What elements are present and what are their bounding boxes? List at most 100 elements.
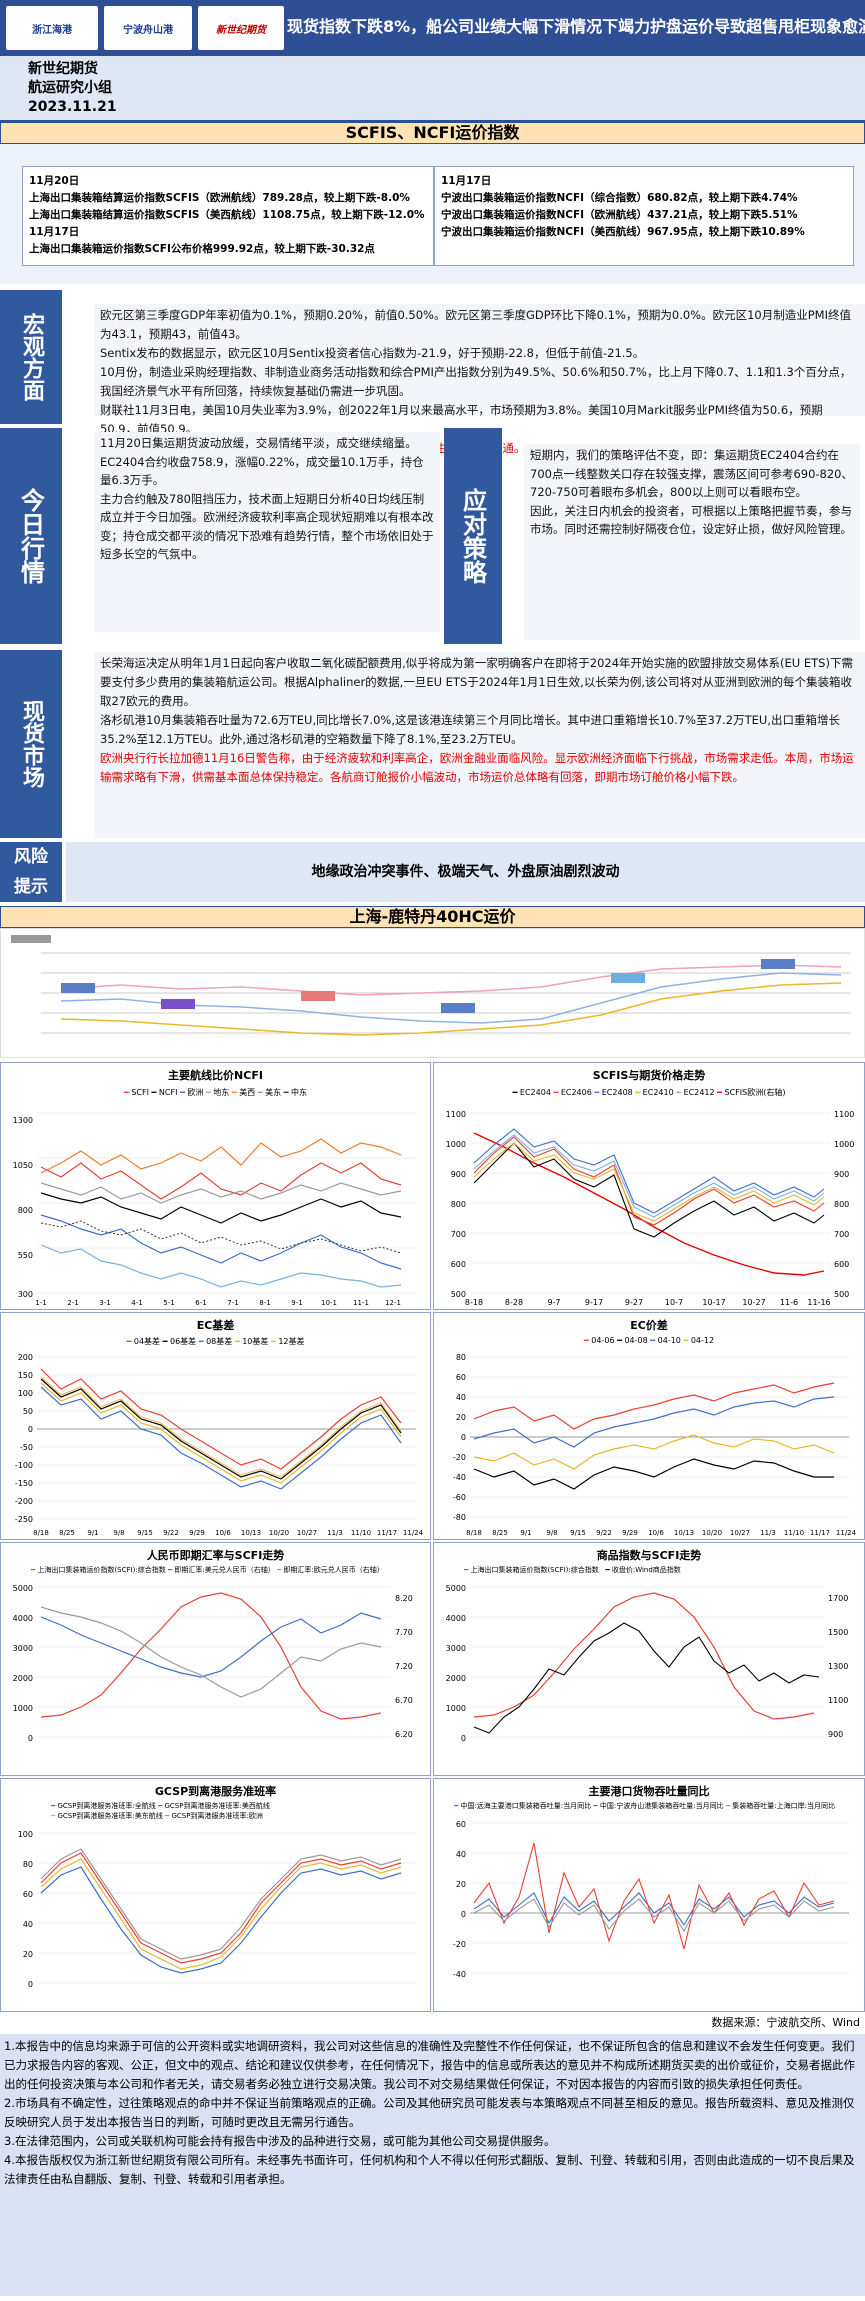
freight-snapshot [0,928,865,1058]
x-tick: 9-27 [625,1298,643,1307]
disclaimer-para: 4.本报告版权仅为浙江新世纪期货有限公司所有。未经事先书面许可，任何机构和个人不… [4,2153,855,2186]
section-index-title: SCFIS、NCFI运价指数 [0,122,865,144]
y2-tick: 600 [834,1260,849,1269]
y-tick: 80 [456,1353,466,1362]
chart-title: 主要港口货物吞吐量同比 [588,1785,710,1798]
freight-snapshot-chart [11,935,851,1036]
today-para: 11月20日集运期货波动放缓，交易情绪平淡，成交继续缩量。EC2404合约收盘7… [100,436,424,487]
legend-item: 中国:宁波舟山港集装箱吞吐量:当月同比 [599,1802,724,1810]
report-date: 2023.11.21 [28,99,117,115]
y-tick: 2000 [446,1674,466,1683]
chart-title: 主要航线比价NCFI [168,1069,263,1082]
legend-item: GCSP到离港服务准班率:全航线 [57,1802,156,1810]
legend-item: SCFI [131,1088,149,1097]
risk-text: 地缘政治冲突事件、极端天气、外盘原油剧烈波动 [66,842,865,902]
chart-rmb-scfi: 人民币即期汇率与SCFI走势 ━ 上海出口集装箱运价指数(SCFI):综合指数 … [0,1542,431,1776]
y-tick: -250 [15,1515,33,1524]
legend-item: NCFI [158,1088,178,1097]
y-tick: 3000 [13,1644,33,1653]
ncfi-box: 11月17日 宁波出口集装箱运价指数NCFI（综合指数）680.82点，较上期下… [434,166,854,266]
x-tick: 9-17 [585,1298,603,1307]
y-tick: 50 [23,1407,33,1416]
x-tick: 9/8 [546,1529,557,1537]
report-meta: 新世纪期货 航运研究小组 2023.11.21 [0,56,865,122]
legend-item: EC2412 [683,1088,715,1097]
y-tick: 0 [28,1734,33,1743]
strategy-label: 应对策略 [444,428,502,644]
chart-commodity-scfi: 商品指数与SCFI走势 ━ 上海出口集装箱运价指数(SCFI):综合指数 ━ 收… [433,1542,865,1776]
today-para: 主力合约触及780阻挡压力，技术面上短期日分析40日均线压制成立并于今日加强。欧… [100,491,434,562]
x-tick: 10/27 [297,1529,317,1537]
chart-legend: ━ GCSP到离港服务准班率:全航线 ━ GCSP到离港服务准班率:美西航线 ━… [51,1802,270,1820]
x-tick: 10/6 [215,1529,231,1537]
scfi-date: 11月17日 [29,226,80,238]
y-tick: 500 [451,1290,466,1299]
y2-tick: 7.70 [395,1628,413,1637]
y-tick: 60 [23,1890,33,1899]
y-tick: 0 [28,1980,33,1989]
y-tick: -100 [15,1461,33,1470]
macro-para: 10月份，制造业采购经理指数、非制造业商务活动指数和综合PMI产出指数分别为49… [100,365,852,398]
y-tick: 700 [451,1230,466,1239]
legend-item: GCSP到离港服务准班率:欧洲 [171,1812,263,1820]
y-tick: 3000 [446,1644,466,1653]
y-tick: 20 [456,1413,466,1422]
scfi-composite: 上海出口集装箱运价指数SCFI公布价格999.92点，较上期下跌-30.32点 [29,243,375,255]
legend-item: SCFIS欧洲(右轴) [724,1088,786,1097]
y2-tick: 6.70 [395,1696,413,1705]
y2-tick: 1100 [834,1110,854,1119]
x-tick: 11/3 [760,1529,776,1537]
x-tick: 11-16 [807,1298,830,1307]
x-tick: 11/10 [784,1529,804,1537]
disclaimer-para: 3.在法律范围内，公司或关联机构可能会持有报告中涉及的品种进行交易，或可能为其他… [4,2134,556,2148]
logo-text: 宁波舟山港 [123,24,173,36]
y-tick: 1100 [446,1110,466,1119]
legend-item: 欧洲 [187,1088,204,1097]
y-tick: -40 [453,1970,466,1979]
legend-item: 12基差 [278,1337,305,1346]
y-tick: 0 [461,1433,466,1442]
chart-port-throughput: 主要港口货物吞吐量同比 ━ 中国:远海主要港口集装箱吞吐量:当月同比 ━ 中国:… [433,1778,865,2012]
x-tick: 8-28 [505,1298,523,1307]
legend-item: EC2410 [642,1088,674,1097]
chart-title: EC基差 [196,1319,235,1332]
y2-tick: 1000 [834,1140,854,1149]
chart-title: 人民币即期汇率与SCFI走势 [146,1549,285,1562]
legend-item: 即期汇率:欧元兑人民币（右轴） [283,1566,384,1574]
y-tick: 800 [451,1200,466,1209]
disclaimer-para: 1.本报告中的信息均来源于可信的公开资料或实地调研资料，我公司对这些信息的准确性… [4,2039,855,2091]
today-text: 11月20日集运期货波动放缓，交易情绪平淡，成交继续缩量。EC2404合约收盘7… [94,432,440,632]
y-tick: 40 [456,1850,466,1859]
y-tick: -60 [453,1493,466,1502]
spot-para: 长荣海运决定从明年1月1日起向客户收取二氧化碳配额费用,似乎将成为第一家明确客户… [100,656,853,708]
x-tick: 9/22 [163,1529,179,1537]
x-tick: 1-1 [35,1299,46,1307]
x-tick: 8-1 [259,1299,270,1307]
macro-para: Sentix发布的数据显示，欧元区10月Sentix投资者信心指数为-21.9，… [100,346,645,360]
chart-plot: 100 80 60 40 20 0 [18,1830,416,1989]
x-tick: 11/10 [351,1529,371,1537]
legend-item: GCSP到离港服务准班率:美东航线 [57,1812,163,1820]
chart-legend: ━ EC2404 ━ EC2406 ━ EC2408 ━ EC2410 ━ EC… [512,1088,786,1097]
new-century-futures-logo: 新世纪期货 [198,6,284,50]
y-tick: 300 [18,1290,33,1299]
scfis-box: 11月20日 上海出口集装箱结算运价指数SCFIS（欧洲航线）789.28点，较… [22,166,434,266]
legend-item: 04-12 [690,1336,715,1345]
x-tick: 9/1 [520,1529,531,1537]
chart-title: EC价差 [630,1319,668,1332]
x-tick: 10/13 [241,1529,261,1537]
y-tick: 1000 [446,1704,466,1713]
x-tick: 9/15 [570,1529,586,1537]
spot-para-highlight: 欧洲央行行长拉加德11月16日警告称，由于经济疲软和利率高企，欧洲金融业面临风险… [100,751,854,784]
y-tick: -50 [20,1443,33,1452]
legend-item: 04-06 [591,1336,615,1345]
x-tick: 9/15 [137,1529,153,1537]
legend-item: 收盘价:Wind商品指数 [611,1566,681,1574]
y2-tick: 1300 [828,1662,848,1671]
y-tick: 4000 [13,1614,33,1623]
x-tick: 7-1 [227,1299,238,1307]
chart-title: 商品指数与SCFI走势 [596,1549,702,1562]
chart-title: SCFIS与期货价格走势 [592,1069,706,1082]
y2-tick: 700 [834,1230,849,1239]
x-tick: 10/13 [674,1529,694,1537]
